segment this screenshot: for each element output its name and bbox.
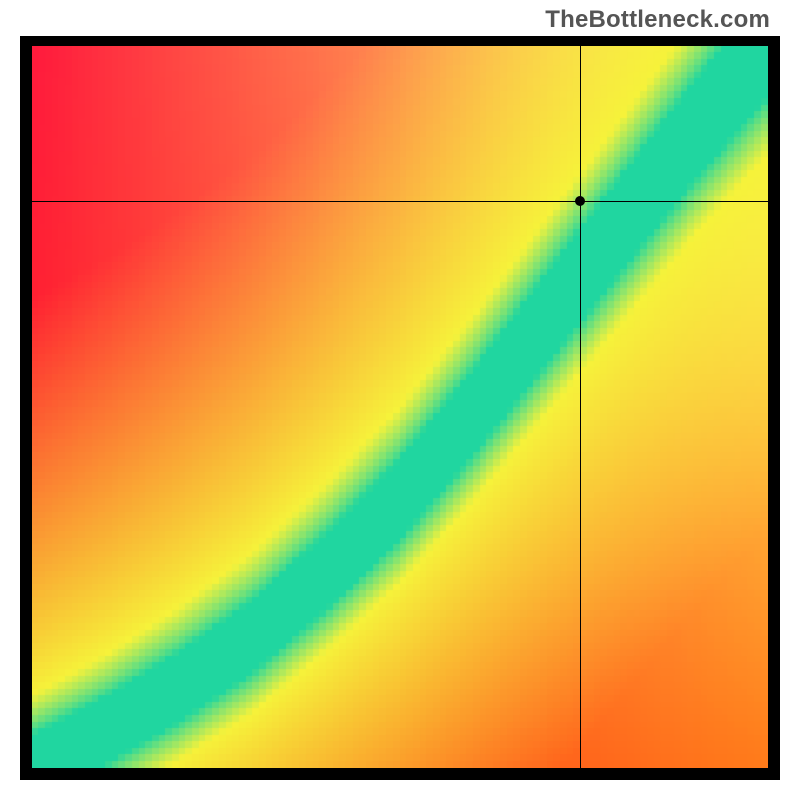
crosshair-marker: [575, 196, 585, 206]
chart-container: TheBottleneck.com: [0, 0, 800, 800]
plot-area: [32, 46, 768, 768]
watermark-text: TheBottleneck.com: [545, 6, 770, 34]
plot-frame: [20, 36, 780, 780]
crosshair-horizontal: [32, 201, 768, 202]
heatmap-canvas: [32, 46, 768, 768]
crosshair-vertical: [580, 46, 581, 768]
